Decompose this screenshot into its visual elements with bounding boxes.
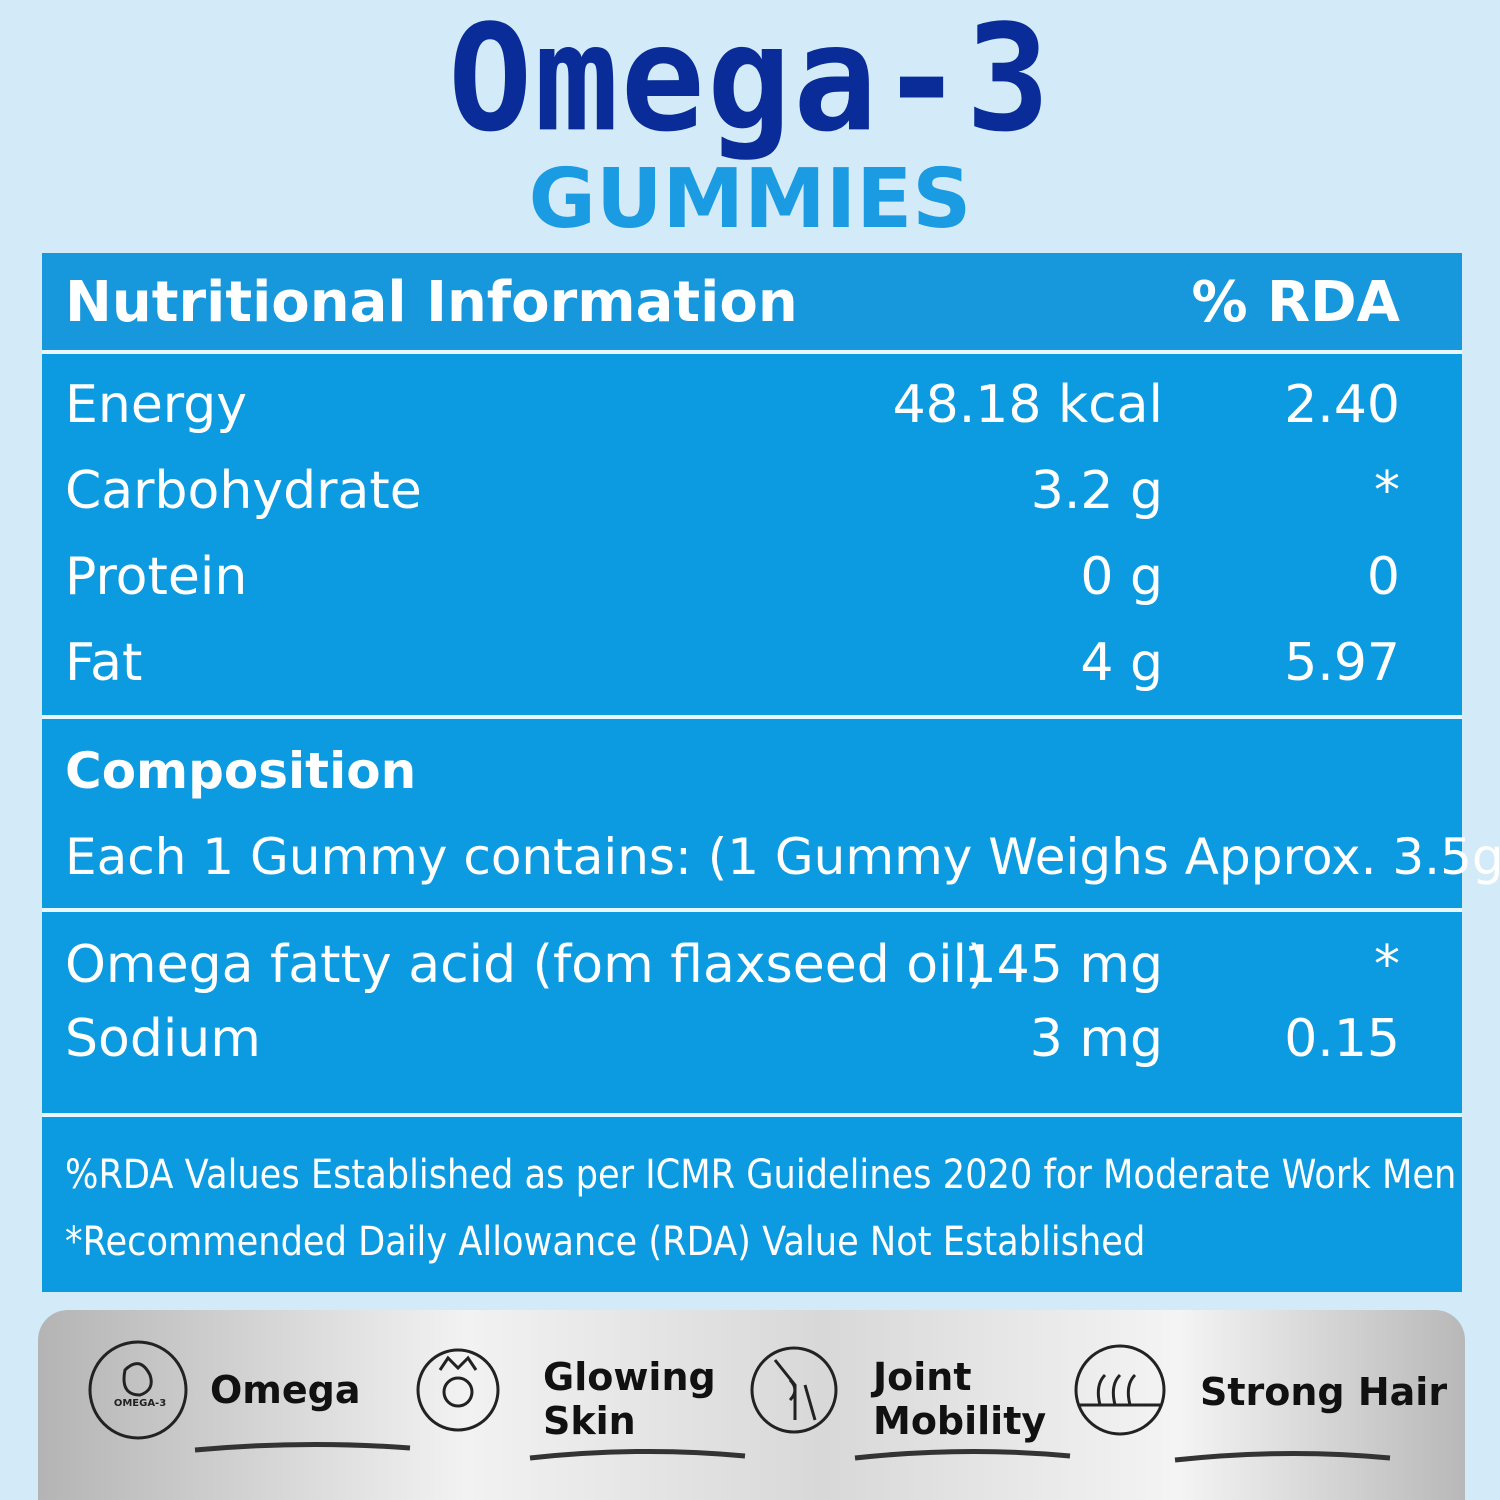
table-cell: 5.97: [1284, 633, 1400, 693]
table-header: Nutritional Information: [65, 270, 798, 335]
swoosh: [194, 1441, 1391, 1463]
table-cell: 0: [1366, 547, 1400, 607]
benefit-icons: OMEGA-3: [88, 1340, 1391, 1463]
benefit: Glowing Skin: [543, 1355, 716, 1443]
header-band: [42, 253, 1462, 350]
icon-hair: [1080, 1373, 1160, 1407]
table-header: % RDA: [1191, 270, 1400, 335]
separator: [42, 350, 1462, 354]
table-cell: Omega fatty acid (fom flaxseed oil): [65, 935, 988, 995]
icon-lotus: [438, 1355, 478, 1371]
table-cell: *: [1374, 461, 1400, 521]
table-cell: Sodium: [65, 1009, 261, 1069]
icon-circle: [1074, 1344, 1166, 1436]
benefit: Joint Mobility: [873, 1355, 1047, 1443]
icon-drop: [122, 1362, 153, 1397]
icon-circle: [88, 1340, 188, 1440]
separator: [42, 1113, 1462, 1117]
note: *Recommended Daily Allowance (RDA) Value…: [65, 1219, 1146, 1265]
table-cell: 3.2 g: [1030, 461, 1163, 521]
table-cell: 0.15: [1284, 1009, 1400, 1069]
subtitle: GUMMIES: [528, 152, 972, 247]
icon-circle: [416, 1348, 500, 1432]
table-cell: 145 mg: [963, 935, 1163, 995]
icon-circle: [750, 1346, 838, 1434]
benefits-strip: [38, 1310, 1465, 1500]
icon-label: OMEGA-3: [114, 1398, 166, 1409]
table-cell: Fat: [65, 633, 143, 693]
title: Omega-3: [447, 0, 1052, 166]
note: %RDA Values Established as per ICMR Guid…: [65, 1152, 1457, 1198]
icon-joint: [773, 1359, 817, 1421]
table-cell: Protein: [65, 547, 248, 607]
table-cell: 4 g: [1080, 633, 1163, 693]
table-cell: 0 g: [1080, 547, 1163, 607]
separator: [42, 715, 1462, 719]
composition-title: Composition: [65, 742, 417, 800]
table-cell: Energy: [65, 375, 248, 435]
table-cell: Carbohydrate: [65, 461, 422, 521]
table-cell: 48.18 kcal: [892, 375, 1163, 435]
benefit: Strong Hair: [1200, 1370, 1448, 1414]
table-cell: 3 mg: [1029, 1009, 1163, 1069]
composition-text: Each 1 Gummy contains: (1 Gummy Weighs A…: [65, 828, 1500, 886]
table-cell: 2.40: [1284, 375, 1400, 435]
separator: [42, 908, 1462, 912]
icon-face: [442, 1376, 474, 1408]
nutrition-panel: [42, 253, 1462, 1292]
table-cell: *: [1374, 935, 1400, 995]
benefit: Omega: [210, 1368, 361, 1412]
